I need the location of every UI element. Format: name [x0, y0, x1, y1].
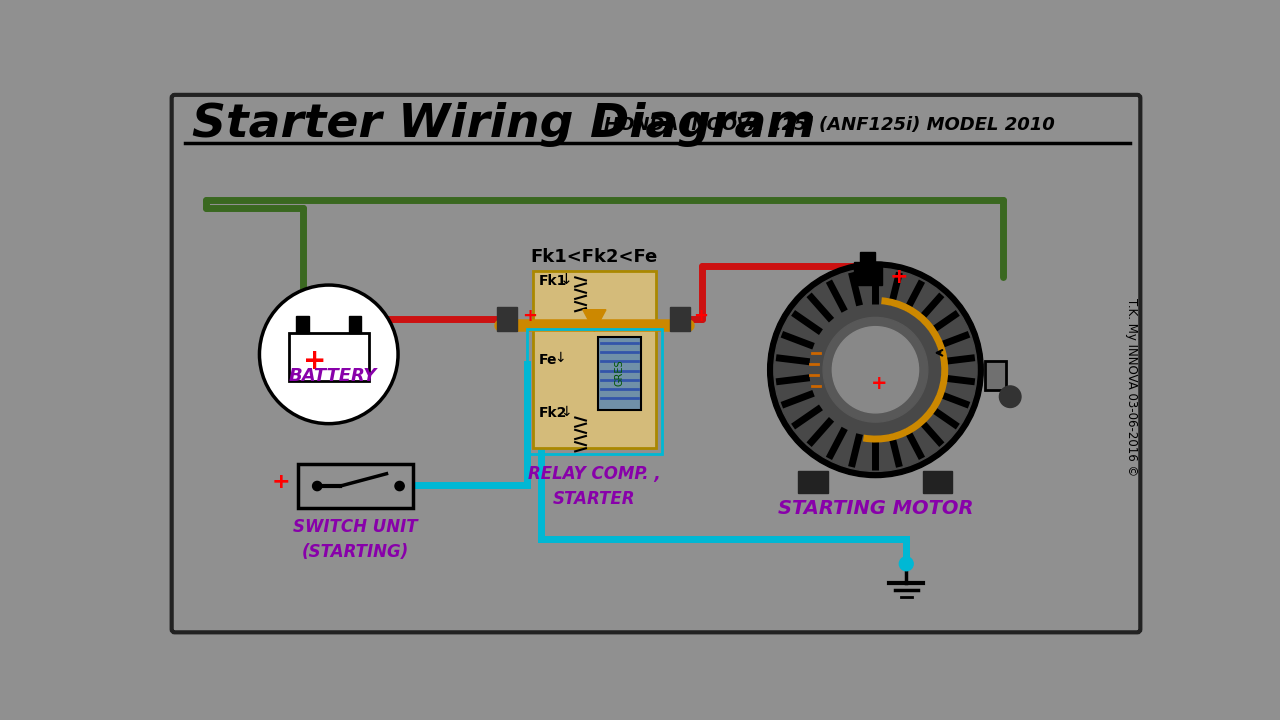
Text: +: +	[522, 307, 538, 325]
Bar	[923, 472, 952, 493]
Text: +: +	[872, 374, 887, 393]
Circle shape	[1000, 386, 1021, 408]
Text: STARTING MOTOR: STARTING MOTOR	[778, 499, 973, 518]
Text: ↓: ↓	[559, 271, 572, 287]
Text: ↓: ↓	[554, 351, 566, 365]
Circle shape	[312, 482, 321, 490]
Circle shape	[832, 327, 919, 413]
Circle shape	[774, 268, 977, 472]
Bar	[669, 307, 690, 331]
Bar	[854, 262, 882, 285]
Text: SWITCH UNIT
(STARTING): SWITCH UNIT (STARTING)	[293, 518, 419, 561]
Circle shape	[823, 318, 928, 422]
Bar	[289, 333, 369, 381]
Text: Fe: Fe	[539, 353, 558, 366]
Circle shape	[396, 482, 404, 490]
Bar	[532, 271, 657, 449]
Bar	[298, 464, 413, 508]
Circle shape	[260, 285, 398, 423]
FancyBboxPatch shape	[172, 95, 1140, 632]
Text: BATTERY: BATTERY	[288, 367, 376, 385]
Text: RELAY COMP. ,
STARTER: RELAY COMP. , STARTER	[529, 465, 660, 508]
Text: Fk1: Fk1	[539, 274, 567, 288]
Text: Fk2: Fk2	[539, 407, 567, 420]
Text: +: +	[271, 472, 291, 492]
Circle shape	[768, 262, 983, 477]
Text: +: +	[692, 307, 708, 325]
Bar	[598, 337, 640, 410]
Text: +: +	[890, 267, 908, 287]
Bar	[860, 252, 876, 264]
Bar	[348, 316, 361, 333]
Text: HONDA INOOVA 125i (ANF125i) MODEL 2010: HONDA INOOVA 125i (ANF125i) MODEL 2010	[604, 116, 1055, 134]
Text: T.K. My INNOVA 03-06-2016 ©: T.K. My INNOVA 03-06-2016 ©	[1125, 297, 1138, 476]
Circle shape	[900, 557, 913, 571]
Bar	[498, 307, 517, 331]
Text: ↓: ↓	[559, 405, 571, 419]
Text: +: +	[303, 346, 326, 374]
Text: Fk1<Fk2<Fe: Fk1<Fk2<Fe	[531, 248, 658, 266]
Text: GRES: GRES	[614, 359, 625, 386]
Bar	[297, 316, 308, 333]
Bar	[984, 361, 1006, 390]
Bar	[799, 472, 828, 493]
Text: Starter Wiring Diagram: Starter Wiring Diagram	[192, 102, 817, 148]
Polygon shape	[582, 310, 605, 331]
Bar	[526, 329, 662, 454]
